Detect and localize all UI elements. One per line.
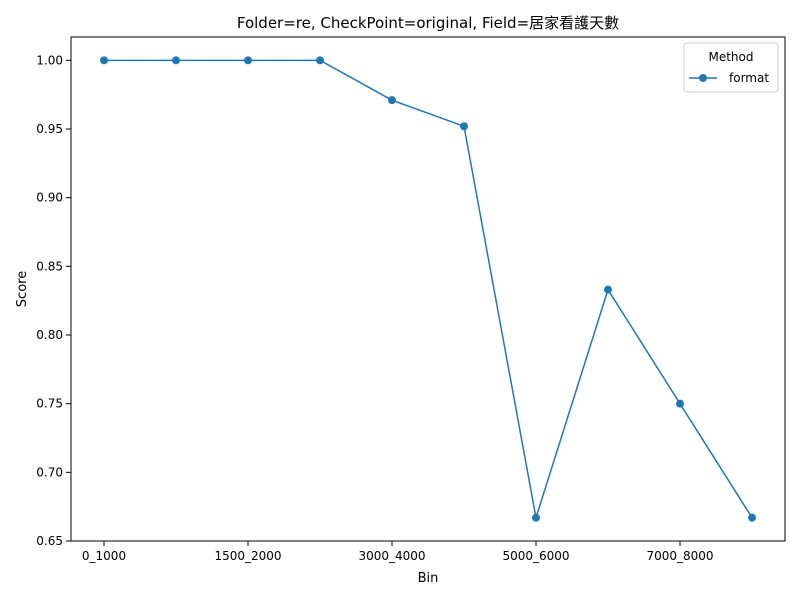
x-axis-title: Bin xyxy=(418,571,439,586)
series-line-format xyxy=(104,59,753,519)
series-layer xyxy=(100,56,756,522)
x-tick-label: 7000_8000 xyxy=(646,549,713,563)
y-tick-label: 0.80 xyxy=(36,328,63,342)
chart-title: Folder=re, CheckPoint=original, Field=居家… xyxy=(237,14,619,32)
data-point xyxy=(604,285,612,294)
data-point xyxy=(388,96,396,105)
y-axis: 0.65 0.70 0.75 0.80 0.85 0.90 0.95 1.00 xyxy=(36,53,71,548)
y-tick-label: 0.85 xyxy=(36,259,63,273)
legend: Method format xyxy=(683,42,779,93)
x-tick-label: 5000_6000 xyxy=(502,549,569,563)
y-axis-title: Score xyxy=(15,271,30,307)
y-tick-label: 0.95 xyxy=(36,122,63,136)
data-point xyxy=(532,513,540,522)
y-tick-label: 0.65 xyxy=(36,534,63,548)
data-point xyxy=(460,122,468,131)
legend-label-format: format xyxy=(729,71,769,85)
plot-frame xyxy=(70,36,786,542)
y-tick-label: 0.90 xyxy=(36,191,63,205)
y-tick-label: 0.75 xyxy=(36,397,63,411)
y-tick-label: 0.70 xyxy=(36,465,63,479)
data-point xyxy=(244,56,252,65)
x-tick-label: 1500_2000 xyxy=(214,549,281,563)
x-tick-label: 3000_4000 xyxy=(358,549,425,563)
data-point xyxy=(316,56,324,65)
x-axis: 0_1000 1500_2000 3000_4000 5000_6000 7000_80… xyxy=(82,541,714,563)
x-tick-label: 0_1000 xyxy=(82,549,126,563)
data-point xyxy=(100,56,108,65)
data-point xyxy=(676,399,684,408)
legend-marker-swatch xyxy=(699,74,707,82)
y-tick-label: 1.00 xyxy=(36,53,63,67)
legend-box xyxy=(683,42,779,93)
legend-title: Method xyxy=(708,50,753,64)
data-point xyxy=(172,56,180,65)
data-point xyxy=(748,513,756,522)
